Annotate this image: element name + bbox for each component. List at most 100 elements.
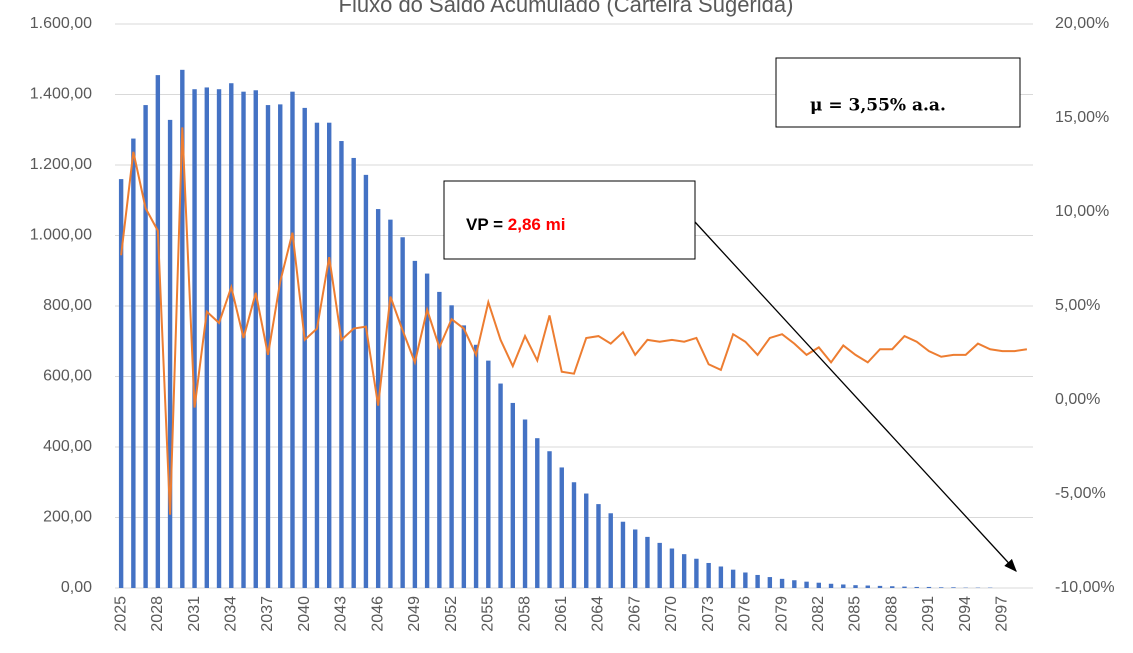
y2-tick-label: 5,00% [1055, 297, 1100, 314]
bar [131, 138, 136, 588]
bar [902, 586, 907, 588]
x-tick-label: 2079 [773, 596, 790, 632]
bar [522, 419, 528, 588]
y-tick-label: 1.600,00 [30, 15, 92, 32]
bar [229, 83, 234, 588]
x-tick-label: 2076 [737, 596, 754, 632]
x-tick-label: 2082 [810, 596, 827, 632]
y-tick-label: 1.200,00 [30, 156, 92, 173]
bar [535, 438, 540, 588]
bar [510, 402, 515, 588]
line [120, 127, 1028, 515]
bar [767, 577, 773, 588]
bar [730, 569, 736, 588]
bar [779, 578, 785, 588]
bar [718, 566, 724, 588]
bar [216, 89, 222, 589]
y-tick-label: 0,00 [61, 579, 92, 596]
bar [143, 105, 148, 588]
bar [473, 344, 479, 588]
bar [681, 554, 687, 588]
bar [694, 558, 699, 588]
x-tick-label: 2058 [516, 596, 533, 632]
y-tick-label: 1.400,00 [30, 86, 92, 103]
x-tick-label: 2040 [296, 596, 313, 632]
y-tick-label: 200,00 [43, 509, 92, 526]
x-tick-label: 2049 [406, 596, 423, 632]
bar [400, 237, 405, 588]
x-tick-label: 2067 [626, 596, 643, 632]
y-tick-label: 600,00 [43, 368, 92, 385]
x-tick-label: 2073 [700, 596, 717, 632]
y-tick-label: 400,00 [43, 438, 92, 455]
bar [314, 122, 320, 588]
bar [890, 586, 895, 588]
mu-box [775, 57, 1021, 128]
x-tick-label: 2037 [259, 596, 276, 632]
y-tick-label: 1.000,00 [30, 227, 92, 244]
bar [192, 89, 197, 589]
bar [608, 513, 613, 588]
x-tick-label: 2061 [553, 596, 570, 632]
x-tick-label: 2085 [847, 596, 864, 632]
bar [584, 493, 589, 588]
bar [265, 105, 271, 588]
x-tick-label: 2070 [663, 596, 680, 632]
y2-tick-label: 0,00% [1055, 391, 1100, 408]
bar [571, 482, 577, 588]
bar [926, 586, 932, 588]
bar [486, 360, 491, 588]
x-tick-label: 2097 [994, 596, 1011, 632]
bar [792, 580, 797, 588]
arrow [694, 221, 1017, 572]
bar [302, 107, 307, 589]
bar [804, 581, 809, 588]
x-tick-label: 2046 [369, 596, 386, 632]
vp-label: VP = [466, 215, 503, 234]
bar [645, 536, 650, 588]
bar [351, 157, 356, 588]
bar [167, 119, 173, 588]
x-tick-label: 2028 [149, 596, 166, 632]
bar [951, 587, 956, 588]
bar [180, 69, 185, 588]
bar [853, 585, 858, 588]
bar [363, 174, 369, 588]
y2-tick-label: -10,00% [1055, 579, 1115, 596]
bar [657, 542, 662, 588]
bar [939, 587, 944, 588]
bar [841, 584, 846, 588]
bar [914, 586, 919, 588]
bar [828, 583, 834, 588]
vp-box [443, 180, 696, 260]
bar [498, 383, 503, 588]
y2-tick-label: 10,00% [1055, 203, 1109, 220]
bar [437, 291, 442, 588]
y2-tick-label: -5,00% [1055, 485, 1106, 502]
bar [620, 521, 626, 588]
x-tick-label: 2031 [186, 596, 203, 632]
bar [339, 141, 344, 588]
y-tick-label: 800,00 [43, 297, 92, 314]
bar [461, 325, 467, 588]
x-tick-label: 2052 [443, 596, 460, 632]
y2-tick-label: 15,00% [1055, 109, 1109, 126]
bar [412, 260, 418, 588]
bar [816, 582, 821, 588]
mu-annotation: μ = 3,55% a.a. [810, 96, 946, 116]
chart-title: Fluxo do Saldo Acumulado (Carteira Suger… [339, 0, 794, 17]
x-tick-label: 2088 [883, 596, 900, 632]
bar [278, 104, 283, 589]
x-tick-label: 2064 [590, 596, 607, 632]
bar [327, 122, 332, 588]
bar [559, 467, 564, 588]
x-tick-label: 2034 [222, 596, 239, 632]
bar [204, 87, 209, 588]
vp-value: 2,86 mi [508, 215, 566, 234]
bar [155, 75, 161, 589]
x-tick-label: 2094 [957, 596, 974, 632]
bar [241, 91, 246, 589]
bar [449, 305, 454, 588]
bar [547, 451, 552, 588]
